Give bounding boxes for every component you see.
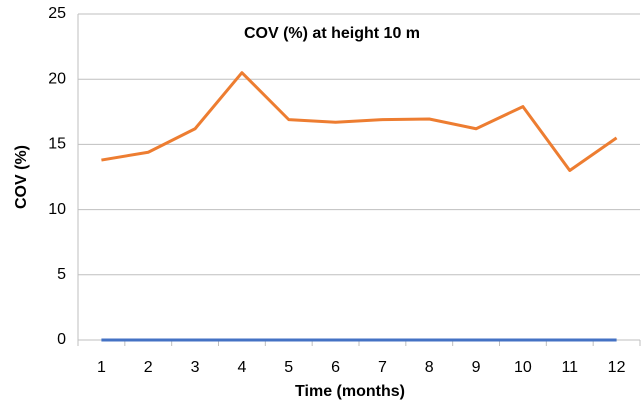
x-tick-label: 8 — [425, 359, 434, 376]
x-tick-label: 4 — [237, 359, 246, 376]
x-tick-label: 6 — [331, 359, 340, 376]
y-tick-label: 5 — [57, 266, 66, 283]
x-tick-label: 5 — [284, 359, 293, 376]
chart-title: COV (%) at height 10 m — [244, 25, 420, 42]
y-axis-label: COV (%) — [13, 145, 30, 209]
x-axis-label: Time (months) — [295, 383, 405, 400]
x-tick-label: 10 — [514, 359, 532, 376]
y-tick-label: 25 — [48, 5, 66, 22]
x-tick-label: 7 — [378, 359, 387, 376]
y-tick-label: 10 — [48, 201, 66, 218]
x-tick-label: 2 — [144, 359, 153, 376]
y-tick-label: 20 — [48, 70, 66, 87]
x-tick-label: 11 — [561, 359, 578, 376]
y-tick-label: 15 — [48, 136, 66, 153]
x-tick-label: 12 — [608, 359, 626, 376]
y-tick-label: 0 — [57, 331, 66, 348]
x-tick-label: 1 — [97, 359, 106, 376]
x-tick-label: 9 — [472, 359, 481, 376]
data-line — [101, 71, 618, 172]
x-tick-label: 3 — [191, 359, 200, 376]
